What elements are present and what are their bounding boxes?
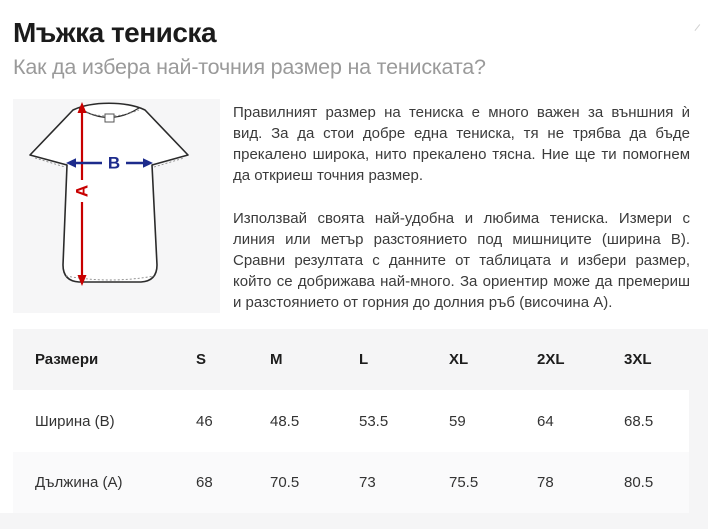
size-diagram: A B (13, 99, 220, 313)
paragraph-line: линия или метър разстоянието под мишници… (233, 231, 690, 248)
size-value-cell: 59 (449, 412, 466, 430)
row-label: Ширина (B) (35, 412, 115, 430)
neck-tag (104, 113, 115, 123)
size-value-cell: 68 (196, 474, 213, 491)
paragraph-line: да откриеш точния размер. (233, 167, 424, 184)
measure-b-arrow-icon: B (66, 154, 153, 173)
table-header-row: Размери S M L XL 2XL 3XL (13, 329, 689, 390)
measure-paragraph: Използвай своята най-удобна и любима тен… (233, 208, 690, 313)
size-value-cell: 78 (537, 474, 554, 491)
paragraph-line: Използвай своята най-удобна и любима тен… (233, 210, 690, 227)
header-cell: L (359, 351, 369, 368)
paragraph-line: Правилният размер на тениска е много важ… (233, 104, 690, 121)
measure-a-arrow-icon: A (73, 102, 92, 286)
tshirt-icon: A B (29, 102, 189, 286)
size-table-body: Ширина (B) 46 48.5 53.5 59 64 68.5 Дължина (А) 6… (13, 390, 689, 513)
size-value-cell: 53.5 (359, 412, 389, 430)
header-cell: Размери (35, 351, 99, 368)
size-value-cell: 70.5 (270, 474, 300, 491)
size-value-cell: 80.5 (624, 474, 654, 491)
size-value-cell: 68.5 (624, 412, 654, 430)
header-cell: M (270, 351, 283, 368)
table-left-gutter (0, 329, 13, 513)
size-table: Размери S M L XL 2XL 3XL Ширина (B) 46 48.5 53.5 5… (13, 329, 689, 513)
description-text: Правилният размер на тениска е много важ… (233, 102, 690, 313)
intro-paragraph: Правилният размер на тениска е много важ… (233, 102, 690, 186)
header-cell: S (196, 351, 207, 368)
paragraph-line: който се добрижава най-много. За ориенти… (233, 273, 690, 290)
paragraph-line: и разстоянието от горния до долния ръб (… (233, 294, 613, 311)
size-value-cell: 46 (196, 412, 213, 430)
measure-b-label: B (108, 154, 120, 173)
page-title: Мъжка тениска (13, 17, 217, 48)
row-label: Дължина (А) (35, 474, 123, 491)
table-row2-stripe (13, 452, 689, 513)
size-value-cell: 48.5 (270, 412, 300, 430)
table-row1-stripe (13, 390, 689, 452)
header-cell: 2XL (537, 351, 565, 368)
size-row: Дължина (А) 68 70.5 73 75.5 78 80.5 (13, 452, 689, 513)
measure-a-label: A (73, 185, 92, 197)
header-cell: 3XL (624, 351, 652, 368)
paragraph-line: прекалено широка, нито прекалено тясна. … (233, 146, 690, 163)
page-subtitle: Как да избера най-точния размер на тенис… (13, 55, 486, 79)
size-row: Ширина (B) 46 48.5 53.5 59 64 68.5 (13, 390, 689, 452)
partial-edge-artifact (694, 24, 707, 36)
size-value-cell: 73 (359, 474, 376, 491)
size-value-cell: 75.5 (449, 474, 479, 491)
header-cell: XL (449, 351, 469, 368)
paragraph-line: Сравни резултата с данните от таблицата … (233, 252, 690, 269)
paragraph-line: вид. За да стои добре една тениска, тя н… (233, 125, 690, 142)
size-value-cell: 64 (537, 412, 554, 430)
